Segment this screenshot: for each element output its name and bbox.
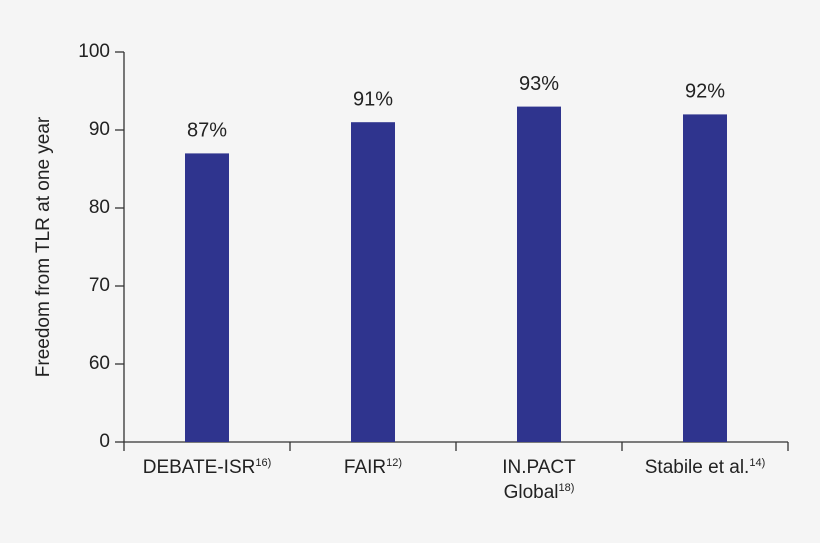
- category-text: DEBATE-ISR: [143, 457, 256, 478]
- bar: [351, 122, 395, 442]
- y-tick-label: 90: [89, 119, 110, 140]
- bar: [517, 106, 561, 442]
- value-label: 87%: [187, 120, 227, 142]
- y-tick-label: 100: [78, 41, 110, 62]
- reference: 16): [255, 457, 271, 469]
- value-label: 92%: [685, 81, 725, 103]
- value-label: 91%: [353, 88, 393, 110]
- x-tick-label: DEBATE-ISR16): [143, 457, 272, 478]
- y-tick-label: 60: [89, 353, 110, 374]
- value-label: 93%: [519, 73, 559, 95]
- reference: 18): [559, 482, 575, 494]
- bar: [185, 153, 229, 442]
- y-tick-label: 80: [89, 197, 110, 218]
- y-tick-label: 0: [99, 431, 110, 452]
- category-text: Global: [504, 482, 559, 503]
- x-tick-label: Global18): [504, 482, 575, 503]
- x-tick-label: IN.PACT: [502, 457, 576, 478]
- reference: 14): [749, 457, 765, 469]
- y-tick-label: 70: [89, 275, 110, 296]
- category-text: Stabile et al.: [645, 457, 750, 478]
- x-tick-label: Stabile et al.14): [645, 457, 765, 478]
- reference: 12): [386, 457, 402, 469]
- category-text: FAIR: [344, 457, 386, 478]
- category-text: IN.PACT: [502, 457, 576, 478]
- x-tick-label: FAIR12): [344, 457, 402, 478]
- bar: [683, 114, 727, 443]
- y-axis-label: Freedom from TLR at one year: [33, 116, 54, 377]
